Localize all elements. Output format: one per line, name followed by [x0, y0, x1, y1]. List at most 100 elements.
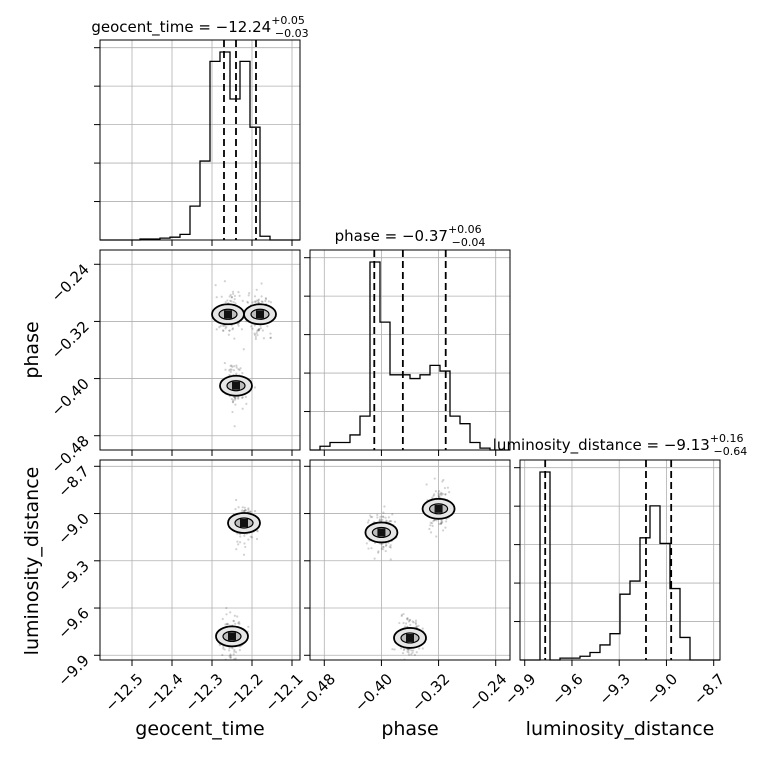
- sample-point: [380, 547, 383, 550]
- tick-label-luminosity_distance: −9.6: [548, 670, 586, 708]
- sample-point: [234, 508, 237, 511]
- sample-point: [259, 327, 263, 330]
- sample-point: [398, 621, 401, 625]
- histogram-phase: [310, 261, 510, 451]
- sample-point: [239, 535, 242, 538]
- sample-point: [431, 524, 434, 528]
- sample-point: [218, 326, 221, 329]
- sample-point: [370, 547, 373, 550]
- sample-point: [250, 536, 254, 539]
- sample-point: [429, 531, 433, 534]
- sample-point: [234, 622, 237, 625]
- sample-point: [385, 519, 388, 522]
- sample-point: [415, 651, 418, 654]
- sample-point: [253, 300, 256, 303]
- sample-point: [225, 613, 228, 616]
- xlabel-luminosity-distance: luminosity_distance: [526, 718, 715, 740]
- sample-point: [269, 336, 272, 340]
- sample-point: [382, 545, 385, 549]
- sample-point: [231, 328, 234, 331]
- sample-point: [233, 650, 236, 653]
- sample-point: [235, 364, 238, 367]
- sample-point: [432, 494, 435, 497]
- density-peak: [256, 310, 264, 319]
- sample-point: [225, 325, 228, 329]
- sample-point: [410, 649, 413, 652]
- sample-point: [430, 522, 434, 525]
- panel-frame: [309, 459, 511, 661]
- panel-phase: [304, 249, 511, 456]
- sample-point: [257, 298, 261, 301]
- sample-point: [412, 621, 415, 624]
- sample-point: [243, 534, 246, 537]
- sample-point: [233, 337, 236, 340]
- sample-point: [249, 510, 252, 514]
- sample-point: [227, 333, 230, 336]
- sample-point: [214, 284, 217, 287]
- sample-point: [264, 299, 267, 303]
- sample-point: [429, 524, 432, 527]
- sample-point: [257, 301, 260, 304]
- sample-point: [266, 325, 269, 328]
- sample-point: [254, 300, 257, 304]
- ylabel-luminosity-distance: luminosity_distance: [21, 467, 43, 656]
- sample-point: [258, 328, 261, 331]
- sample-point: [402, 621, 405, 625]
- sample-point: [242, 348, 245, 351]
- panels: [94, 39, 721, 666]
- density-peak: [406, 633, 414, 642]
- tick-label-luminosity_distance: −9.0: [643, 670, 681, 708]
- sample-point: [269, 301, 273, 304]
- sample-point: [235, 366, 238, 369]
- title-luminosity-distance: luminosity_distance = −9.13+0.16 −0.64: [493, 432, 747, 458]
- sample-point: [407, 648, 410, 652]
- sample-point: [437, 494, 440, 497]
- tick-label-geocent_time: −12.5: [102, 670, 147, 715]
- sample-point: [228, 295, 231, 298]
- sample-point: [259, 324, 262, 327]
- sample-point: [369, 514, 372, 517]
- sample-point: [223, 361, 226, 365]
- sample-point: [215, 328, 218, 331]
- sample-point: [232, 292, 235, 295]
- ylabel-phase: phase: [21, 321, 43, 378]
- sample-point: [431, 496, 434, 499]
- sample-point: [235, 372, 238, 375]
- histogram-geocent_time: [100, 51, 300, 241]
- tick-label-luminosity_distance: −9.0: [54, 510, 92, 548]
- sample-point: [231, 327, 235, 330]
- sample-point: [262, 337, 266, 340]
- sample-point: [257, 299, 260, 302]
- sample-point: [235, 498, 238, 502]
- sample-point: [445, 520, 448, 523]
- sample-point: [367, 519, 370, 522]
- sample-point: [401, 652, 405, 655]
- sample-point: [234, 657, 237, 660]
- xlabel-geocent-time: geocent_time: [135, 718, 264, 740]
- sample-point: [443, 486, 447, 490]
- sample-point: [254, 337, 257, 341]
- sample-point: [435, 535, 438, 538]
- sample-point: [236, 322, 240, 326]
- sample-point: [247, 294, 250, 297]
- density-peak: [228, 632, 236, 641]
- density-peak: [240, 518, 248, 527]
- sample-point: [257, 329, 261, 332]
- sample-point: [222, 329, 225, 332]
- sample-point: [233, 425, 236, 428]
- sample-point: [415, 625, 418, 628]
- sample-point: [409, 618, 412, 621]
- sample-point: [389, 519, 392, 523]
- sample-point: [253, 295, 257, 298]
- sample-point: [441, 529, 445, 532]
- sample-point: [222, 645, 225, 648]
- sample-point: [415, 625, 418, 628]
- sample-point: [257, 329, 260, 332]
- sample-point: [238, 294, 241, 297]
- panel-frame: [99, 39, 301, 241]
- panel-geocent_time-vs-phase: [94, 249, 301, 456]
- sample-point: [238, 622, 241, 625]
- sample-point: [229, 368, 232, 371]
- sample-point: [410, 653, 413, 656]
